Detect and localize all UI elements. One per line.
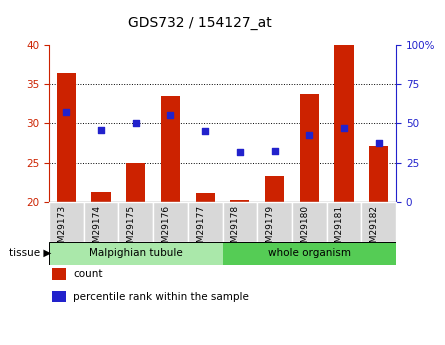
Bar [53, 268, 66, 280]
Bar [196, 193, 214, 202]
Text: Malpighian tubule: Malpighian tubule [89, 248, 182, 258]
Text: GSM29180: GSM29180 [300, 205, 309, 254]
Text: count: count [73, 269, 103, 279]
Text: percentile rank within the sample: percentile rank within the sample [73, 292, 249, 302]
Bar [57, 73, 76, 202]
Text: whole organism: whole organism [268, 248, 351, 258]
Text: GDS732 / 154127_at: GDS732 / 154127_at [128, 16, 272, 30]
Point [375, 140, 382, 146]
Text: GSM29179: GSM29179 [266, 205, 275, 254]
FancyBboxPatch shape [153, 202, 188, 242]
FancyBboxPatch shape [361, 202, 396, 242]
Bar [92, 191, 110, 202]
Point [271, 148, 278, 154]
Text: GSM29173: GSM29173 [57, 205, 66, 254]
FancyBboxPatch shape [327, 202, 361, 242]
Bar [231, 200, 249, 202]
FancyBboxPatch shape [257, 202, 292, 242]
Point [97, 127, 105, 132]
Point [167, 113, 174, 118]
FancyBboxPatch shape [49, 241, 222, 265]
FancyBboxPatch shape [222, 202, 257, 242]
FancyBboxPatch shape [188, 202, 222, 242]
FancyBboxPatch shape [118, 202, 153, 242]
Text: GSM29174: GSM29174 [92, 205, 101, 254]
Bar [53, 291, 66, 302]
Bar [369, 146, 388, 202]
Point [132, 121, 139, 126]
Text: GSM29182: GSM29182 [370, 205, 379, 254]
FancyBboxPatch shape [222, 241, 396, 265]
FancyBboxPatch shape [84, 202, 118, 242]
Point [63, 110, 70, 115]
FancyBboxPatch shape [49, 202, 84, 242]
Text: GSM29176: GSM29176 [162, 205, 170, 254]
Bar [161, 96, 180, 202]
Text: GSM29177: GSM29177 [196, 205, 205, 254]
Text: GSM29175: GSM29175 [127, 205, 136, 254]
Point [306, 132, 313, 138]
Bar [126, 162, 145, 202]
Text: GSM29181: GSM29181 [335, 205, 344, 254]
Bar [335, 45, 353, 202]
Point [340, 125, 348, 131]
Bar [300, 94, 319, 202]
Point [202, 128, 209, 134]
Point [236, 149, 243, 154]
Text: tissue ▶: tissue ▶ [9, 248, 51, 258]
FancyBboxPatch shape [292, 202, 327, 242]
Text: GSM29178: GSM29178 [231, 205, 240, 254]
Bar [265, 176, 284, 202]
